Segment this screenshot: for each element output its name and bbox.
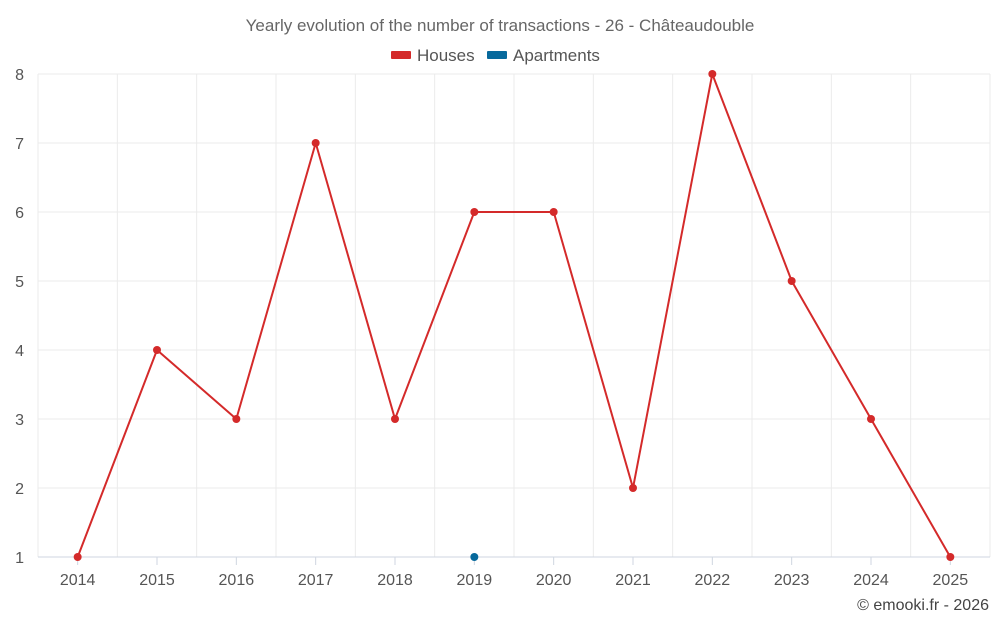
x-tick-label: 2021 xyxy=(615,572,651,589)
y-tick-label: 4 xyxy=(15,343,24,360)
x-tick-label: 2018 xyxy=(377,572,413,589)
x-tick-label: 2023 xyxy=(774,572,810,589)
series-apartments xyxy=(470,553,479,561)
data-point-houses-2016[interactable] xyxy=(232,415,241,423)
x-tick-label: 2017 xyxy=(298,572,334,589)
data-point-houses-2017[interactable] xyxy=(311,139,320,147)
legend: Houses Apartments xyxy=(391,46,600,65)
x-tick-label: 2016 xyxy=(219,572,255,589)
legend-swatch-houses xyxy=(391,51,411,59)
data-point-houses-2019[interactable] xyxy=(470,208,479,216)
data-point-houses-2025[interactable] xyxy=(946,553,955,561)
legend-label-houses: Houses xyxy=(417,46,475,65)
y-tick-label: 7 xyxy=(15,136,24,153)
x-tick-label: 2025 xyxy=(933,572,969,589)
y-axis: 1 2 3 4 5 6 7 8 xyxy=(15,67,24,567)
chart-title: Yearly evolution of the number of transa… xyxy=(246,16,755,35)
y-tick-label: 2 xyxy=(15,481,24,498)
x-tick-label: 2014 xyxy=(60,572,96,589)
x-tick-label: 2022 xyxy=(695,572,731,589)
data-point-houses-2024[interactable] xyxy=(867,415,875,423)
grid xyxy=(37,73,991,558)
legend-item-houses[interactable]: Houses xyxy=(391,46,475,65)
series-line-houses xyxy=(76,73,952,558)
x-tick-label: 2020 xyxy=(536,572,572,589)
data-point-houses-2020[interactable] xyxy=(549,208,558,216)
series xyxy=(73,70,955,561)
legend-item-apartments[interactable]: Apartments xyxy=(487,46,600,65)
data-point-houses-2015[interactable] xyxy=(153,346,161,354)
credit-text: © emooki.fr - 2026 xyxy=(857,597,989,614)
y-tick-label: 1 xyxy=(15,550,24,567)
y-tick-label: 3 xyxy=(15,412,24,429)
data-point-houses-2018[interactable] xyxy=(391,415,399,423)
legend-swatch-apartments xyxy=(487,51,507,59)
legend-label-apartments: Apartments xyxy=(513,46,600,65)
x-tick-label: 2019 xyxy=(457,572,493,589)
data-point-houses-2023[interactable] xyxy=(787,277,796,285)
data-point-apartments-2019[interactable] xyxy=(470,553,479,561)
y-tick-label: 6 xyxy=(15,205,24,222)
data-point-houses-2021[interactable] xyxy=(629,484,637,492)
data-point-houses-2014[interactable] xyxy=(73,553,82,561)
data-point-houses-2022[interactable] xyxy=(708,70,717,78)
x-axis: 2014 2015 2016 2017 2018 2019 2020 2021 2022 2023… xyxy=(38,556,990,589)
x-tick-label: 2024 xyxy=(853,572,889,589)
y-tick-label: 8 xyxy=(15,67,24,84)
y-tick-label: 5 xyxy=(15,274,24,291)
series-houses xyxy=(73,70,955,561)
x-tick-label: 2015 xyxy=(139,572,175,589)
